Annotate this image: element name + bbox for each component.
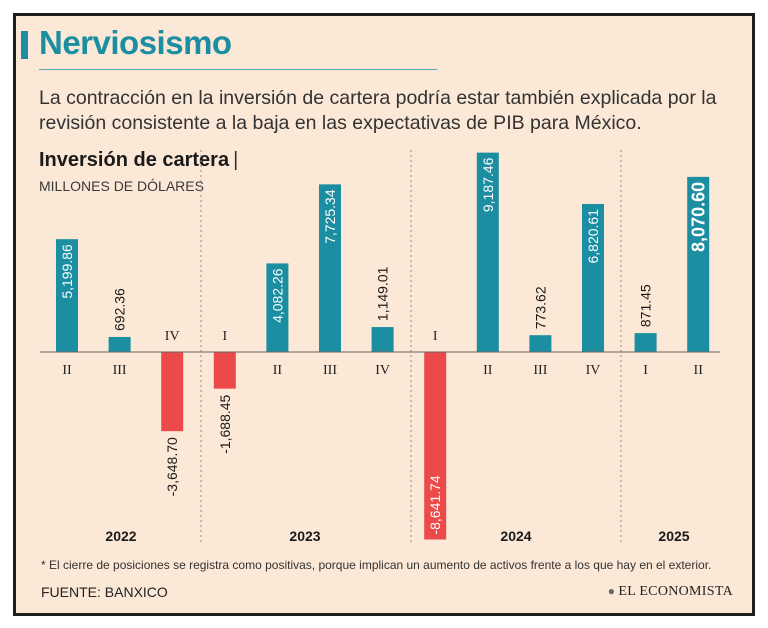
quarter-label: II [273,363,283,378]
value-label: 6,820.61 [585,209,601,264]
year-label: 2023 [289,528,320,544]
chart-units-label: MILLONES DE DÓLARES [39,178,204,194]
brand-mark-icon: ● [607,584,616,598]
chart-title-separator: | [233,149,239,171]
quarter-label: I [222,329,227,344]
year-label: 2024 [500,528,531,544]
value-label: 692.36 [112,288,128,331]
bar [634,333,657,352]
bar [319,184,341,352]
value-label: -3,648.70 [164,437,180,496]
quarter-label: III [533,363,547,378]
quarter-label: II [483,363,493,378]
bar [371,327,394,352]
title-accent-bar [21,31,28,59]
quarter-label: I [643,363,648,378]
value-label: 1,149.01 [375,266,391,321]
bar [266,263,289,352]
bar [687,176,710,352]
footnote: * El cierre de posiciones se registra co… [41,558,712,572]
year-label: 2025 [658,528,689,544]
value-label: 5,199.86 [59,244,75,299]
intro-text: La contracción en la inversión de carter… [39,87,717,134]
chart-title: Inversión de cartera | [39,149,238,172]
value-label: -8,641.74 [427,475,443,534]
quarter-label: IV [375,363,390,378]
headline-rule [39,69,437,70]
bar [213,352,236,389]
bar [161,352,184,432]
bar [529,335,552,352]
quarter-label: IV [586,363,601,378]
quarter-label: III [113,363,127,378]
headline: Nerviosismo [39,24,232,61]
chart-title-text: Inversión de cartera [39,149,230,171]
bar [582,203,604,352]
bar [424,352,447,540]
value-label: 9,187.46 [480,157,496,212]
quarter-label: III [323,363,337,378]
quarter-label: II [694,363,704,378]
quarter-label: I [433,329,438,344]
brand-logo: ● EL ECONOMISTA [608,584,733,600]
year-label: 2022 [105,528,136,544]
value-label: 4,082.26 [269,268,285,323]
bar [476,152,499,352]
infographic-frame [13,13,755,616]
value-label: 871.45 [638,284,654,327]
value-label: 8,070.60 [689,182,709,252]
value-label: 773.62 [532,286,548,329]
quarter-label: IV [165,329,180,344]
quarter-label: II [62,363,72,378]
brand-name: EL ECONOMISTA [618,584,733,599]
value-label: -1,688.45 [217,394,233,453]
value-label: 7,725.34 [322,189,338,244]
bar [108,336,131,352]
bar [56,239,78,352]
source-label: FUENTE: BANXICO [41,584,168,600]
